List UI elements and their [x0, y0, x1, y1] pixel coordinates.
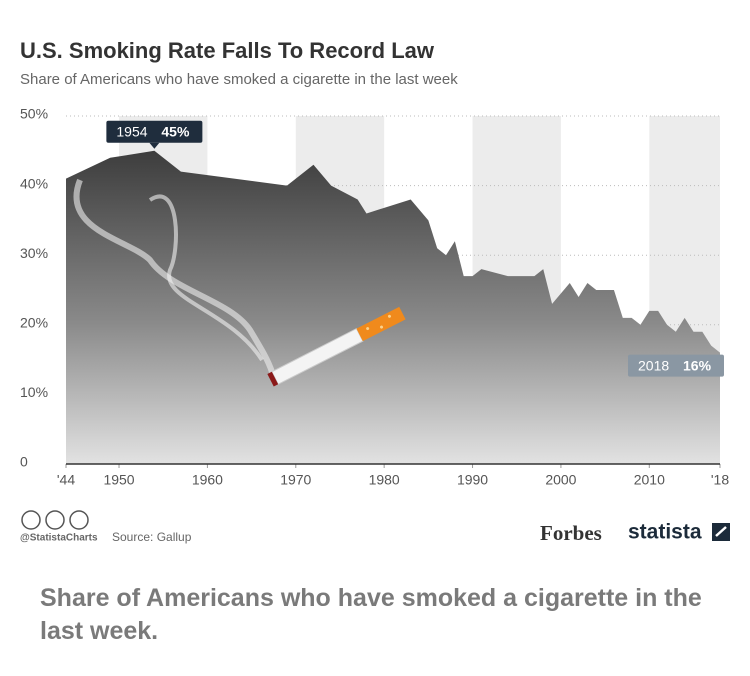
annotation: 1954 45%	[106, 120, 203, 149]
y-tick-label: 40%	[20, 175, 48, 191]
chart-subtitle: Share of Americans who have smoked a cig…	[20, 71, 458, 88]
statista-logo-mark	[715, 526, 727, 537]
annotation-box	[628, 354, 724, 377]
chart-title: U.S. Smoking Rate Falls To Record Law	[20, 38, 435, 63]
annotation-year: 1954	[116, 124, 147, 140]
x-tick-label: '18	[711, 472, 729, 488]
x-tick-label: 1970	[280, 472, 311, 488]
y-tick-label: 10%	[20, 384, 48, 400]
y-tick-label: 20%	[20, 315, 48, 331]
cigarette	[73, 178, 406, 387]
chart: U.S. Smoking Rate Falls To Record Law Sh…	[20, 37, 730, 545]
annotation-value: 16%	[683, 357, 712, 373]
handle: @StatistaCharts	[20, 533, 98, 544]
x-tick-label: 2010	[634, 472, 665, 488]
annotation: 2018 16%	[628, 354, 724, 377]
x-tick-label: 1960	[192, 472, 223, 488]
x-tick-label: 1990	[457, 472, 488, 488]
x-tick-label: 2000	[545, 472, 576, 488]
y-tick-label: 0	[20, 454, 28, 470]
area	[66, 150, 720, 465]
x-tick-label: 1980	[369, 472, 400, 488]
y-tick-label: 30%	[20, 245, 48, 261]
brand-forbes: Forbes	[540, 521, 602, 545]
source: Source: Gallup	[112, 530, 192, 544]
caption: Share of Americans who have smoked a cig…	[40, 584, 702, 645]
y-tick-label: 50%	[20, 106, 48, 122]
annotation-box	[106, 120, 203, 143]
annotation-value: 45%	[161, 124, 190, 140]
cc-icons	[21, 510, 89, 530]
x-tick-label: 1950	[103, 472, 134, 488]
annotation-year: 2018	[638, 357, 669, 373]
brand-statista: statista	[628, 521, 702, 544]
annotation-pointer	[149, 142, 160, 149]
x-tick-label: '44	[57, 472, 75, 488]
